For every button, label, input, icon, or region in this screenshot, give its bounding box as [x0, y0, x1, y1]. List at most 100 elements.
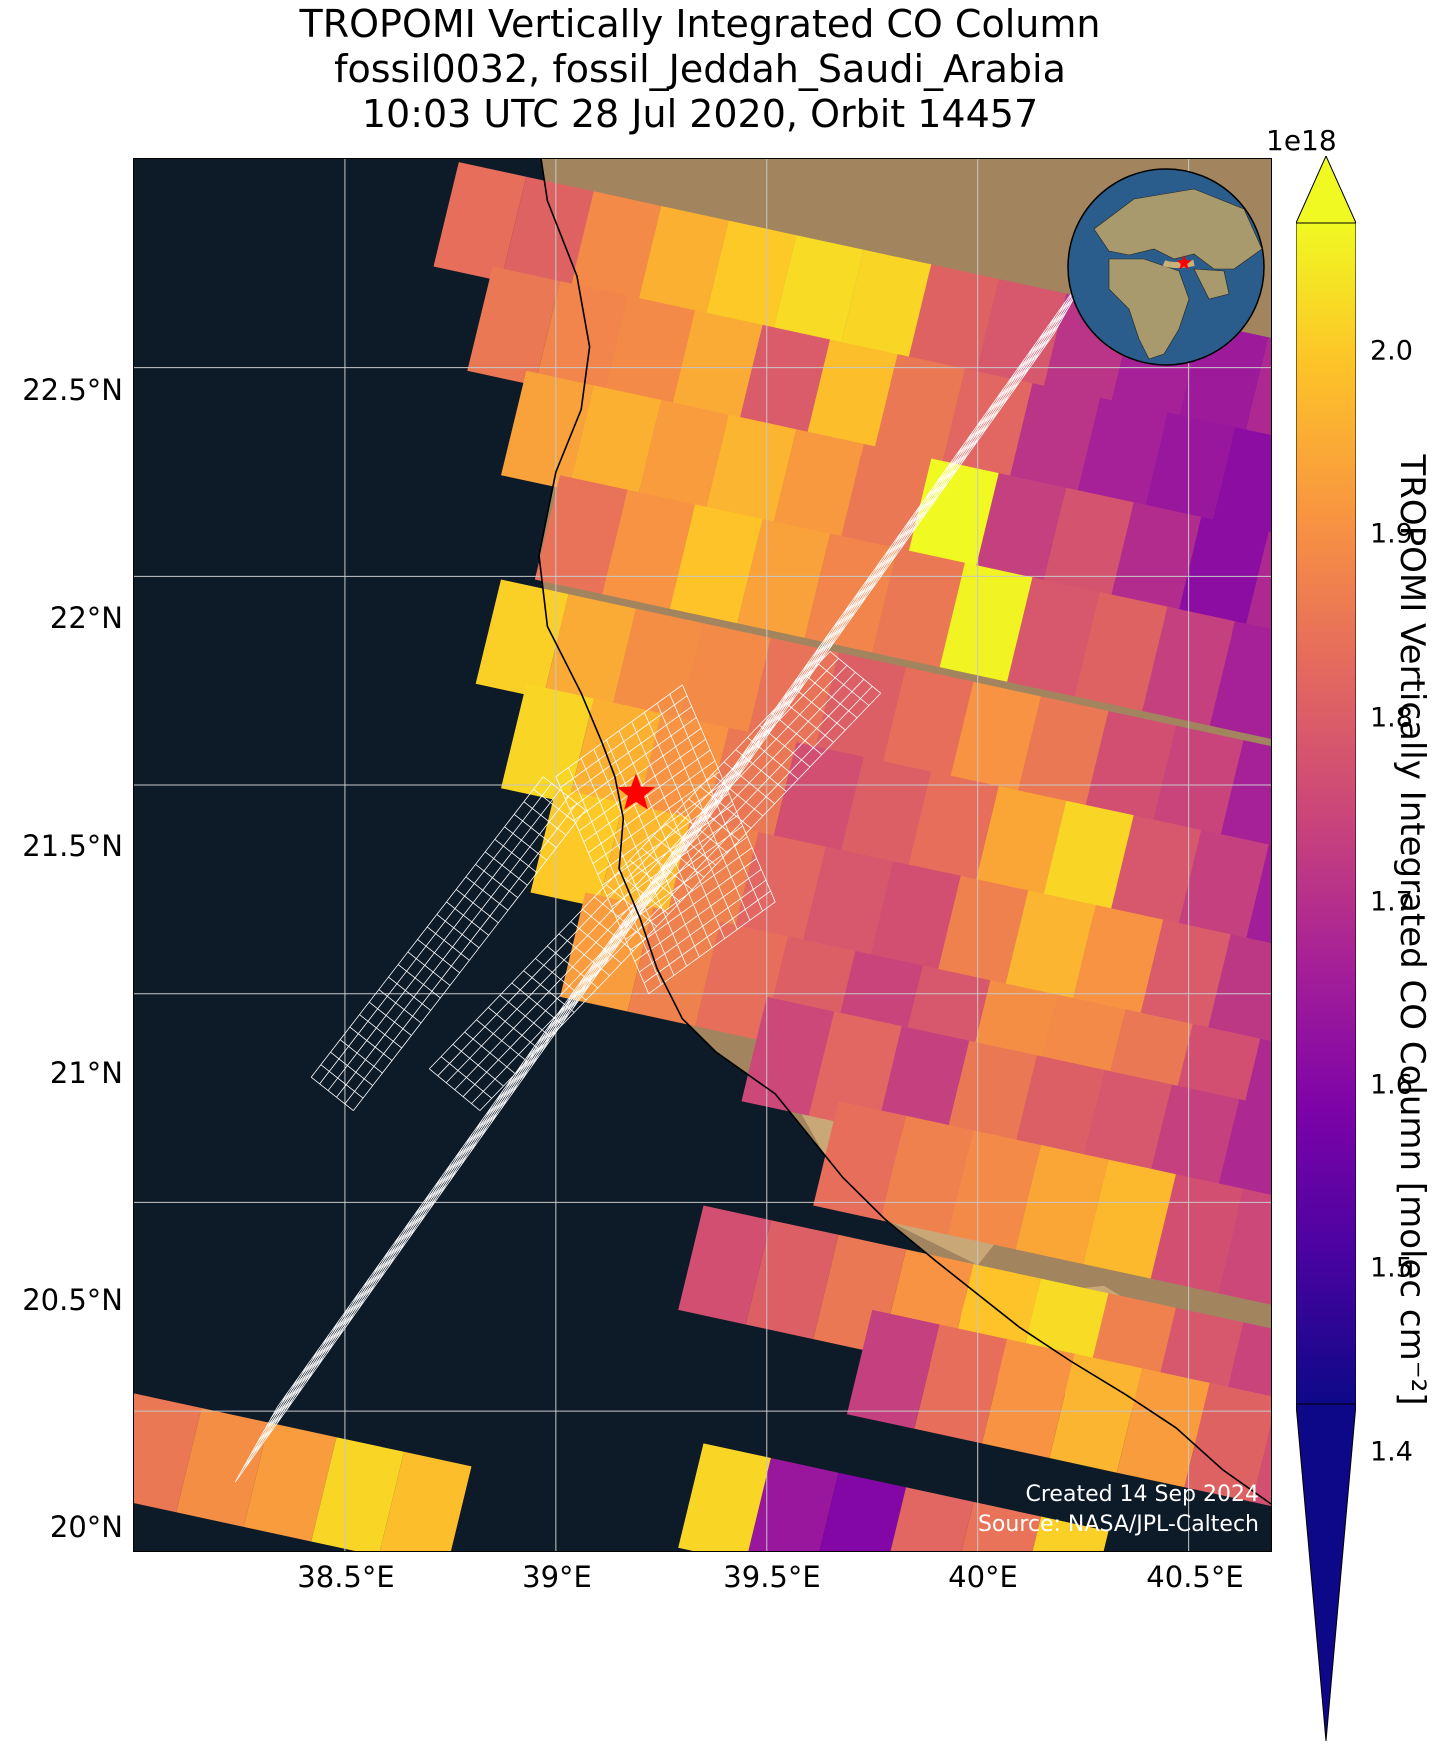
co-pixel — [678, 1443, 771, 1551]
colorbar-exponent: 1e18 — [1266, 124, 1337, 157]
mesh-line — [353, 809, 586, 1111]
mesh-line — [270, 271, 1090, 1420]
colorbar-tick: 1.5 — [1370, 1252, 1413, 1284]
co-pixel — [906, 264, 999, 384]
co-pixel — [176, 1408, 269, 1527]
map-panel[interactable]: Created 14 Sep 2024 Source: NASA/JPL-Cal… — [133, 158, 1272, 1552]
lat-label: 22°N — [49, 601, 123, 635]
mesh-line — [454, 672, 856, 1091]
co-pixel — [1218, 1188, 1271, 1305]
title-line-1: TROPOMI Vertically Integrated CO Column — [299, 2, 1101, 46]
co-pixel — [872, 548, 965, 668]
co-pixel — [703, 414, 797, 534]
mesh-line — [319, 783, 552, 1085]
co-pixel — [973, 473, 1067, 592]
colorbar-tick: 1.9 — [1370, 518, 1413, 550]
mesh-line — [327, 789, 561, 1091]
co-pixel — [568, 191, 662, 311]
co-pixel — [1176, 829, 1269, 949]
co-pixel — [771, 742, 864, 862]
mesh-line — [533, 788, 576, 823]
co-pixel — [846, 1309, 940, 1429]
mesh-line — [407, 951, 451, 986]
title-line-2: fossil0032, fossil_Jeddah_Saudi_Arabia — [334, 47, 1066, 91]
co-pixel — [1003, 890, 1096, 1010]
co-pixel — [948, 1130, 1041, 1250]
mesh-line — [569, 717, 697, 810]
co-pixel — [906, 458, 999, 578]
co-pixel — [1184, 1382, 1271, 1502]
co-pixel — [602, 295, 696, 415]
mesh-line — [417, 939, 460, 974]
co-pixel — [134, 1393, 202, 1513]
co-pixel — [1041, 487, 1134, 607]
co-pixel — [804, 339, 898, 459]
co-pixel — [737, 519, 831, 638]
co-pixel — [1116, 1368, 1210, 1488]
coastline — [538, 159, 1271, 1505]
lon-label: 40°E — [948, 1560, 1018, 1594]
mesh-line — [462, 679, 865, 1097]
mesh-line — [555, 684, 683, 778]
co-pixel — [678, 1205, 771, 1325]
mesh-line — [643, 890, 771, 984]
co-pixel — [809, 1011, 902, 1131]
co-pixel — [819, 1472, 906, 1551]
co-pixel — [636, 206, 729, 325]
mesh-line — [504, 826, 547, 861]
mesh-line — [578, 738, 706, 832]
co-pixel — [243, 1422, 337, 1542]
co-pixel — [501, 176, 594, 296]
co-pixel — [1251, 1423, 1271, 1507]
co-pixel — [678, 623, 771, 743]
co-pixel — [669, 310, 763, 430]
co-pixel — [433, 162, 527, 282]
mesh-line — [320, 1064, 364, 1099]
site-marker-star-icon[interactable] — [617, 773, 655, 810]
co-pixel — [1083, 1159, 1176, 1279]
co-pixel — [1209, 427, 1271, 545]
globe-site-star-icon — [1176, 255, 1192, 270]
footprint-mesh — [234, 258, 1097, 1483]
co-pixel — [804, 533, 898, 653]
co-pixel — [636, 713, 729, 832]
mesh-line — [682, 684, 776, 903]
co-pixel — [1218, 740, 1271, 856]
co-pixel — [771, 235, 864, 355]
colorbar-min-extend — [1296, 1403, 1356, 1742]
footprint-mesh — [310, 776, 586, 1111]
globe-inset — [1067, 168, 1265, 366]
mesh-line — [648, 901, 776, 995]
mesh-line — [344, 803, 578, 1105]
co-pixel — [1070, 905, 1164, 1024]
colorbar-tick: 1.4 — [1370, 1436, 1413, 1468]
lat-label: 20°N — [49, 1510, 123, 1544]
target-footprint-grid — [234, 258, 1097, 1483]
map-canvas[interactable] — [134, 159, 1272, 1552]
mesh-line — [542, 776, 586, 811]
mesh-line — [629, 858, 757, 951]
created-date: Created 14 Sep 2024 — [1025, 1482, 1260, 1507]
mesh-line — [592, 771, 720, 864]
mesh-line — [359, 1014, 402, 1049]
co-pixel — [501, 370, 594, 490]
mesh-line — [625, 847, 753, 940]
co-pixel — [534, 281, 628, 400]
globe-land — [1193, 268, 1230, 300]
mesh-line — [446, 901, 489, 936]
mesh-line — [349, 1026, 393, 1061]
co-pixel — [669, 504, 763, 624]
mesh-line — [426, 926, 470, 961]
co-pixel — [1150, 1174, 1244, 1294]
co-pixel — [610, 608, 704, 728]
co-pixel — [973, 786, 1067, 905]
co-pixel — [1108, 502, 1202, 622]
lon-label: 38.5°E — [297, 1560, 395, 1594]
mesh-line — [310, 1076, 354, 1111]
co-pixel — [838, 756, 932, 876]
co-pixel — [598, 802, 691, 922]
colorbar-max-extend — [1296, 156, 1356, 224]
co-pixel — [1083, 711, 1176, 830]
colorbar — [1296, 156, 1356, 1742]
mesh-line — [388, 976, 431, 1011]
